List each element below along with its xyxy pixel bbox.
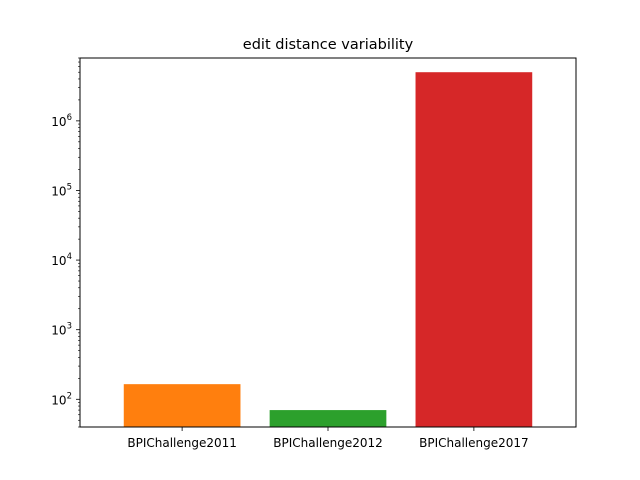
x-tick-label: BPIChallenge2011 [127, 436, 237, 450]
x-tick-label: BPIChallenge2017 [419, 436, 529, 450]
x-tick-label: BPIChallenge2012 [273, 436, 383, 450]
y-tick-label: 103 [51, 322, 72, 338]
bar-bpichallenge2012 [269, 410, 387, 427]
y-axis-ticks: 102 103 104 105 106 [51, 57, 80, 428]
y-tick-label: 106 [51, 113, 72, 129]
y-tick-label: 102 [51, 391, 72, 407]
y-tick-label: 105 [51, 182, 72, 198]
y-tick-label: 104 [51, 252, 72, 268]
bars-group [123, 72, 533, 427]
bar-bpichallenge2017 [415, 72, 533, 427]
plot-frame [79, 57, 577, 428]
chart-title: edit distance variability [243, 37, 414, 53]
x-axis-ticks: BPIChallenge2011 BPIChallenge2012 BPIChall… [127, 427, 529, 450]
bar-bpichallenge2011 [123, 384, 241, 427]
